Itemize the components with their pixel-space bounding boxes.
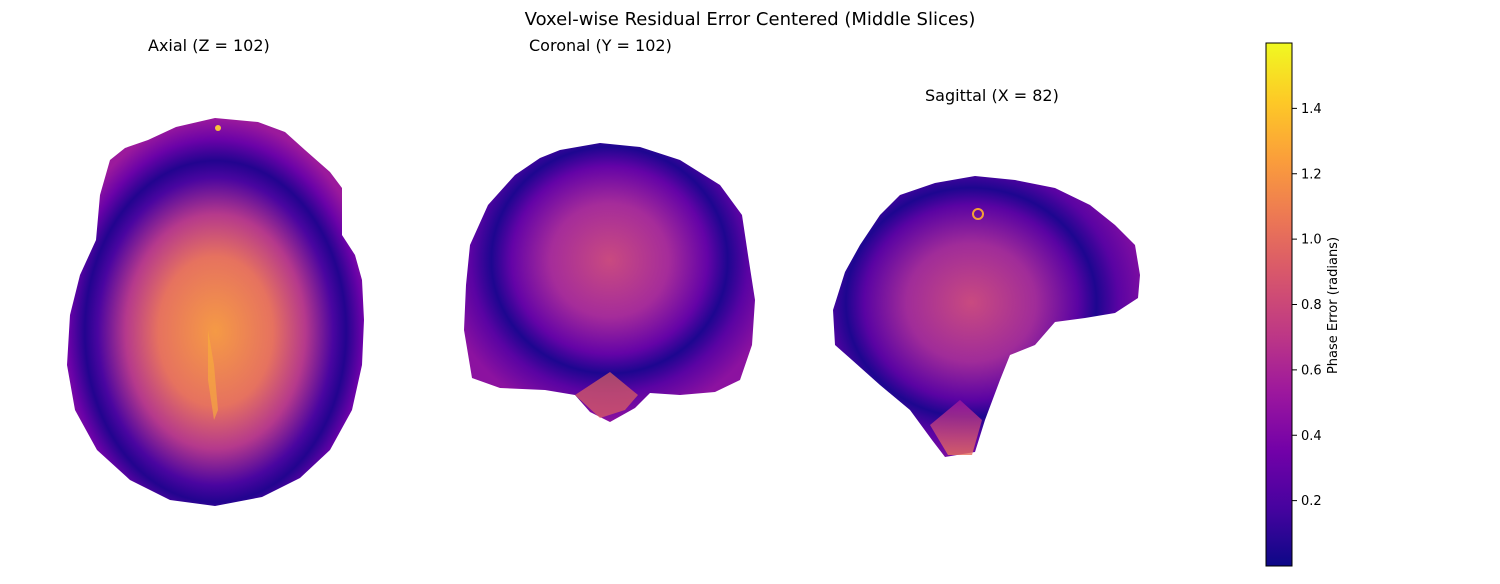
colorbar-ticks: 0.2 0.4 0.6 0.8 1.0 1.2 1.4 xyxy=(1292,102,1322,509)
sagittal-slice-image xyxy=(833,176,1140,457)
axial-panel-title: Axial (Z = 102) xyxy=(148,36,270,55)
colorbar-gradient xyxy=(1265,42,1293,567)
colorbar-label: Phase Error (radians) xyxy=(1325,236,1341,374)
figure-title: Voxel-wise Residual Error Centered (Midd… xyxy=(524,9,976,30)
axial-slice-image xyxy=(67,118,364,506)
sagittal-panel-title: Sagittal (X = 82) xyxy=(925,86,1059,105)
coronal-slice-image xyxy=(464,143,755,422)
colorbar-tick-label: 0.6 xyxy=(1301,363,1322,378)
colorbar-tick-label: 1.2 xyxy=(1301,167,1322,182)
colorbar-tick-label: 0.4 xyxy=(1301,429,1322,444)
colorbar-tick-label: 1.4 xyxy=(1301,102,1322,117)
colorbar: 0.2 0.4 0.6 0.8 1.0 1.2 1.4 xyxy=(1265,42,1322,567)
coronal-panel-title: Coronal (Y = 102) xyxy=(529,36,672,55)
colorbar-tick-label: 0.8 xyxy=(1301,298,1322,313)
colorbar-tick-label: 0.2 xyxy=(1301,494,1322,509)
colorbar-tick-label: 1.0 xyxy=(1301,233,1322,248)
